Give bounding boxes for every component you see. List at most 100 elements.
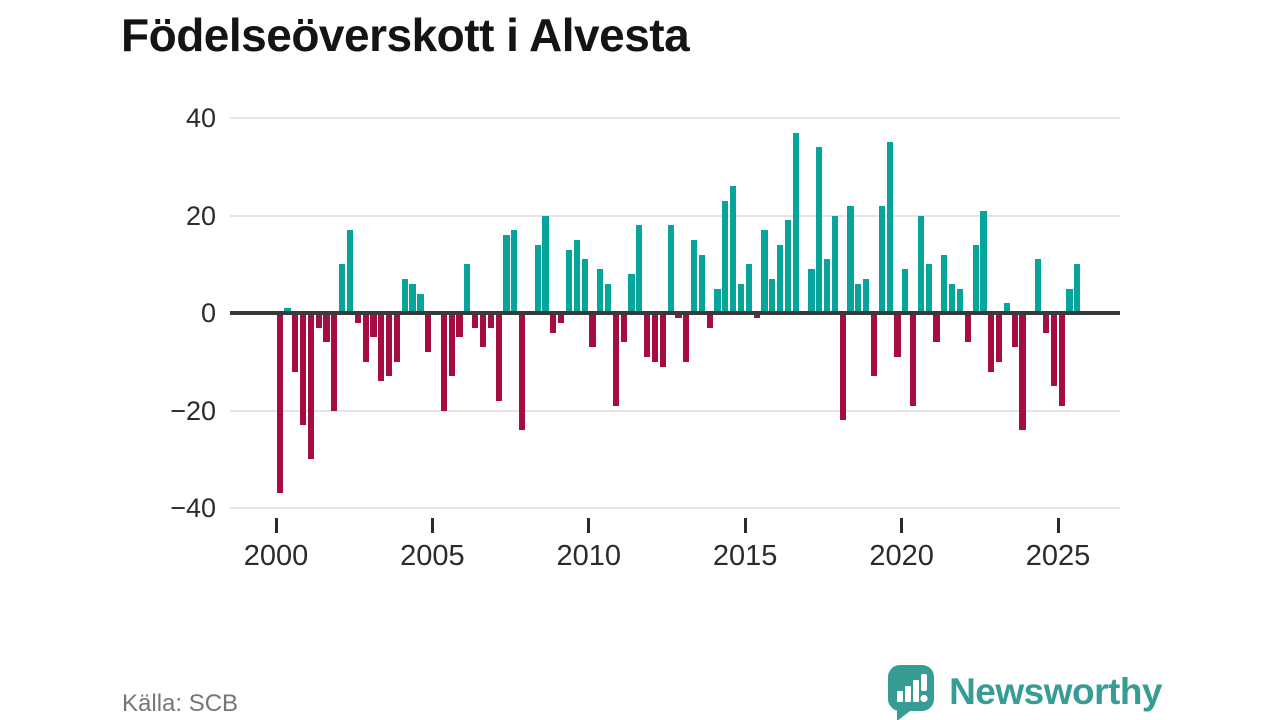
bar-2004-q1 (401, 278, 408, 313)
bar-2015-q1 (745, 264, 752, 314)
bar-2022-q4 (988, 313, 995, 372)
bar-2015-q4 (769, 278, 776, 313)
bar-2003-q4 (393, 313, 401, 362)
bar-2021-q3 (949, 283, 956, 314)
bar-2004-q3 (417, 293, 424, 313)
bar-2011-q3 (636, 225, 643, 314)
bar-2009-q3 (573, 239, 580, 313)
bar-2025-q1 (1058, 313, 1065, 406)
bar-2012-q4 (675, 313, 682, 318)
x-axis-tick-2005 (430, 518, 434, 533)
y-axis-label-40: 40 (185, 103, 216, 133)
bar-2012-q3 (667, 225, 674, 314)
y-axis-label--20: −20 (170, 395, 216, 426)
bar-2009-q4 (581, 259, 588, 313)
x-axis-label-2020: 2020 (869, 540, 934, 572)
bar-2005-q4 (456, 313, 463, 338)
bar-2010-q4 (612, 313, 620, 406)
bar-2007-q1 (495, 313, 502, 401)
bar-2006-q1 (464, 264, 471, 314)
bar-2006-q3 (479, 313, 487, 348)
bar-2005-q2 (440, 313, 447, 411)
bar-2022-q1 (964, 313, 971, 343)
bar-2002-q2 (346, 230, 354, 313)
bar-2013-q1 (683, 313, 690, 362)
bar-2025-q3 (1074, 264, 1081, 314)
x-axis-tick-2025 (1056, 518, 1060, 533)
bar-2007-q4 (518, 313, 526, 430)
gridline-20 (230, 214, 1120, 217)
bar-2020-q2 (909, 313, 917, 406)
bar-2008-q2 (534, 244, 541, 314)
bar-2017-q3 (823, 259, 831, 313)
bar-2000-q3 (292, 313, 299, 372)
bar-2023-q4 (1019, 313, 1026, 430)
bar-2000-q1 (276, 313, 283, 494)
bar-2014-q1 (714, 288, 721, 313)
bar-2013-q3 (698, 254, 706, 313)
bar-2023-q2 (1003, 303, 1011, 314)
bar-2008-q3 (542, 215, 549, 313)
bar-2011-q2 (628, 274, 635, 313)
x-axis-label-2010: 2010 (556, 540, 622, 572)
x-axis-label-2015: 2015 (712, 540, 778, 572)
bar-2004-q4 (425, 313, 432, 352)
bar-2018-q1 (839, 313, 846, 421)
bar-2008-q4 (550, 313, 557, 333)
bar-2010-q1 (589, 313, 596, 348)
x-axis-tick-2020 (900, 518, 904, 533)
bar-2004-q2 (409, 283, 416, 314)
x-axis-label-2000: 2000 (243, 540, 309, 572)
bar-2020-q4 (925, 264, 932, 314)
newsworthy-bubble-icon (888, 665, 935, 720)
bar-2025-q2 (1066, 288, 1073, 313)
bar-2018-q3 (855, 283, 862, 314)
x-axis-label-2025: 2025 (1025, 540, 1091, 572)
bar-2022-q3 (980, 210, 987, 313)
bar-2007-q3 (511, 230, 518, 313)
bar-2014-q3 (730, 186, 737, 314)
bar-2001-q3 (323, 313, 330, 343)
gridline--20 (230, 409, 1120, 412)
bar-2014-q2 (722, 200, 729, 313)
bar-2019-q3 (886, 142, 893, 313)
x-axis-tick-2010 (587, 518, 591, 533)
y-axis-label-0: 0 (200, 298, 216, 328)
bar-2006-q4 (487, 313, 494, 328)
bar-2021-q4 (956, 288, 964, 313)
bar-2021-q1 (933, 313, 940, 343)
bar-2002-q3 (354, 313, 361, 323)
bar-2019-q4 (894, 313, 901, 357)
bar-2016-q2 (784, 220, 792, 313)
bar-2024-q3 (1042, 313, 1050, 333)
bar-2023-q3 (1011, 313, 1018, 348)
bar-2018-q4 (863, 278, 870, 313)
bar-2001-q4 (331, 313, 338, 411)
bar-2002-q1 (339, 264, 346, 314)
gridline-40 (230, 117, 1120, 119)
bar-2012-q2 (659, 313, 666, 367)
bar-2017-q4 (831, 215, 838, 313)
newsworthy-wordmark: Newsworthy (949, 671, 1162, 712)
bar-2006-q2 (472, 313, 479, 328)
bar-2010-q2 (597, 269, 604, 313)
bar-2007-q2 (503, 235, 510, 313)
bar-2012-q1 (651, 313, 659, 362)
bar-2020-q3 (917, 215, 924, 313)
y-axis-label-20: 20 (185, 200, 216, 231)
bar-2003-q3 (386, 313, 393, 377)
bar-2001-q2 (315, 313, 322, 328)
x-axis-label-2005: 2005 (400, 540, 465, 572)
bar-2000-q4 (300, 313, 307, 426)
bar-2011-q1 (620, 313, 627, 343)
bar-2002-q4 (362, 313, 369, 362)
gridline--40 (230, 507, 1120, 509)
bar-2010-q3 (604, 283, 612, 314)
bar-2022-q2 (972, 244, 979, 314)
bar-2015-q3 (761, 230, 768, 313)
x-axis-tick-2000 (274, 518, 278, 533)
bar-2016-q3 (792, 132, 799, 313)
bar-2018-q2 (847, 205, 854, 314)
zero-axis-line (230, 311, 1120, 315)
bar-2017-q2 (816, 147, 823, 314)
